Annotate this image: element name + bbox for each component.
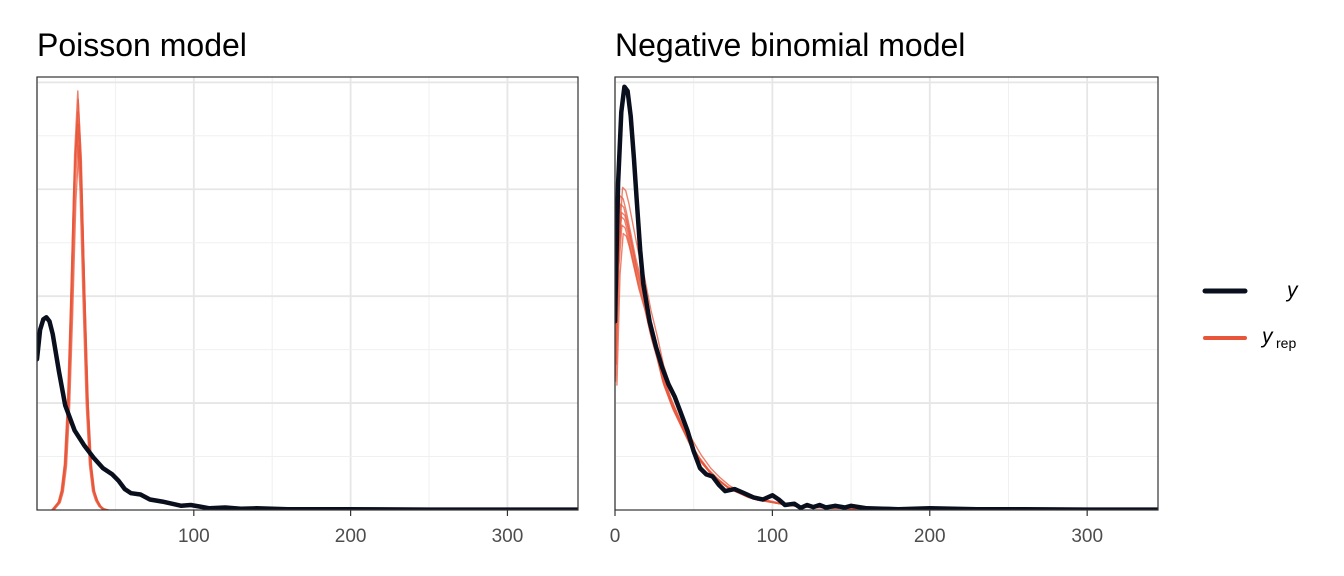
- x-tick-label: 0: [610, 526, 621, 547]
- panel-title-poisson: Poisson model: [37, 27, 247, 63]
- grid-negbin: [614, 77, 1158, 510]
- y-observed-line: [37, 315, 578, 510]
- panel-negbin: Negative binomial model 0 100 200 300: [610, 27, 1159, 547]
- legend: y y rep: [1202, 279, 1299, 351]
- yrep-draw-line: [615, 224, 1158, 510]
- grid-poisson: [36, 77, 578, 510]
- panel-border-poisson: [36, 76, 579, 511]
- yrep-draw-line: [52, 90, 108, 510]
- yrep-draw-line: [615, 203, 1158, 510]
- x-tick-label: 300: [492, 526, 524, 547]
- y-observed-line: [615, 84, 1158, 510]
- panel-poisson: Poisson model 100 200 300: [36, 27, 579, 547]
- x-tick-label: 200: [335, 526, 367, 547]
- yrep-draw-line: [615, 216, 1158, 510]
- legend-label-y: y: [1285, 279, 1299, 302]
- x-tick-label: 100: [178, 526, 210, 547]
- yrep-series-poisson: [51, 90, 109, 510]
- x-axis-ticks-poisson: 100 200 300: [178, 510, 523, 547]
- legend-label-yrep-subscript: rep: [1276, 335, 1296, 351]
- x-tick-label: 300: [1071, 526, 1103, 547]
- panel-border-negbin: [614, 76, 1159, 511]
- x-tick-label: 200: [914, 526, 946, 547]
- x-axis-ticks-negbin: 0 100 200 300: [610, 510, 1103, 547]
- x-tick-label: 100: [757, 526, 789, 547]
- y-series-negbin: [615, 84, 1158, 510]
- panel-title-negbin: Negative binomial model: [615, 27, 965, 63]
- y-series-poisson: [37, 315, 578, 510]
- legend-label-yrep: y: [1260, 325, 1274, 348]
